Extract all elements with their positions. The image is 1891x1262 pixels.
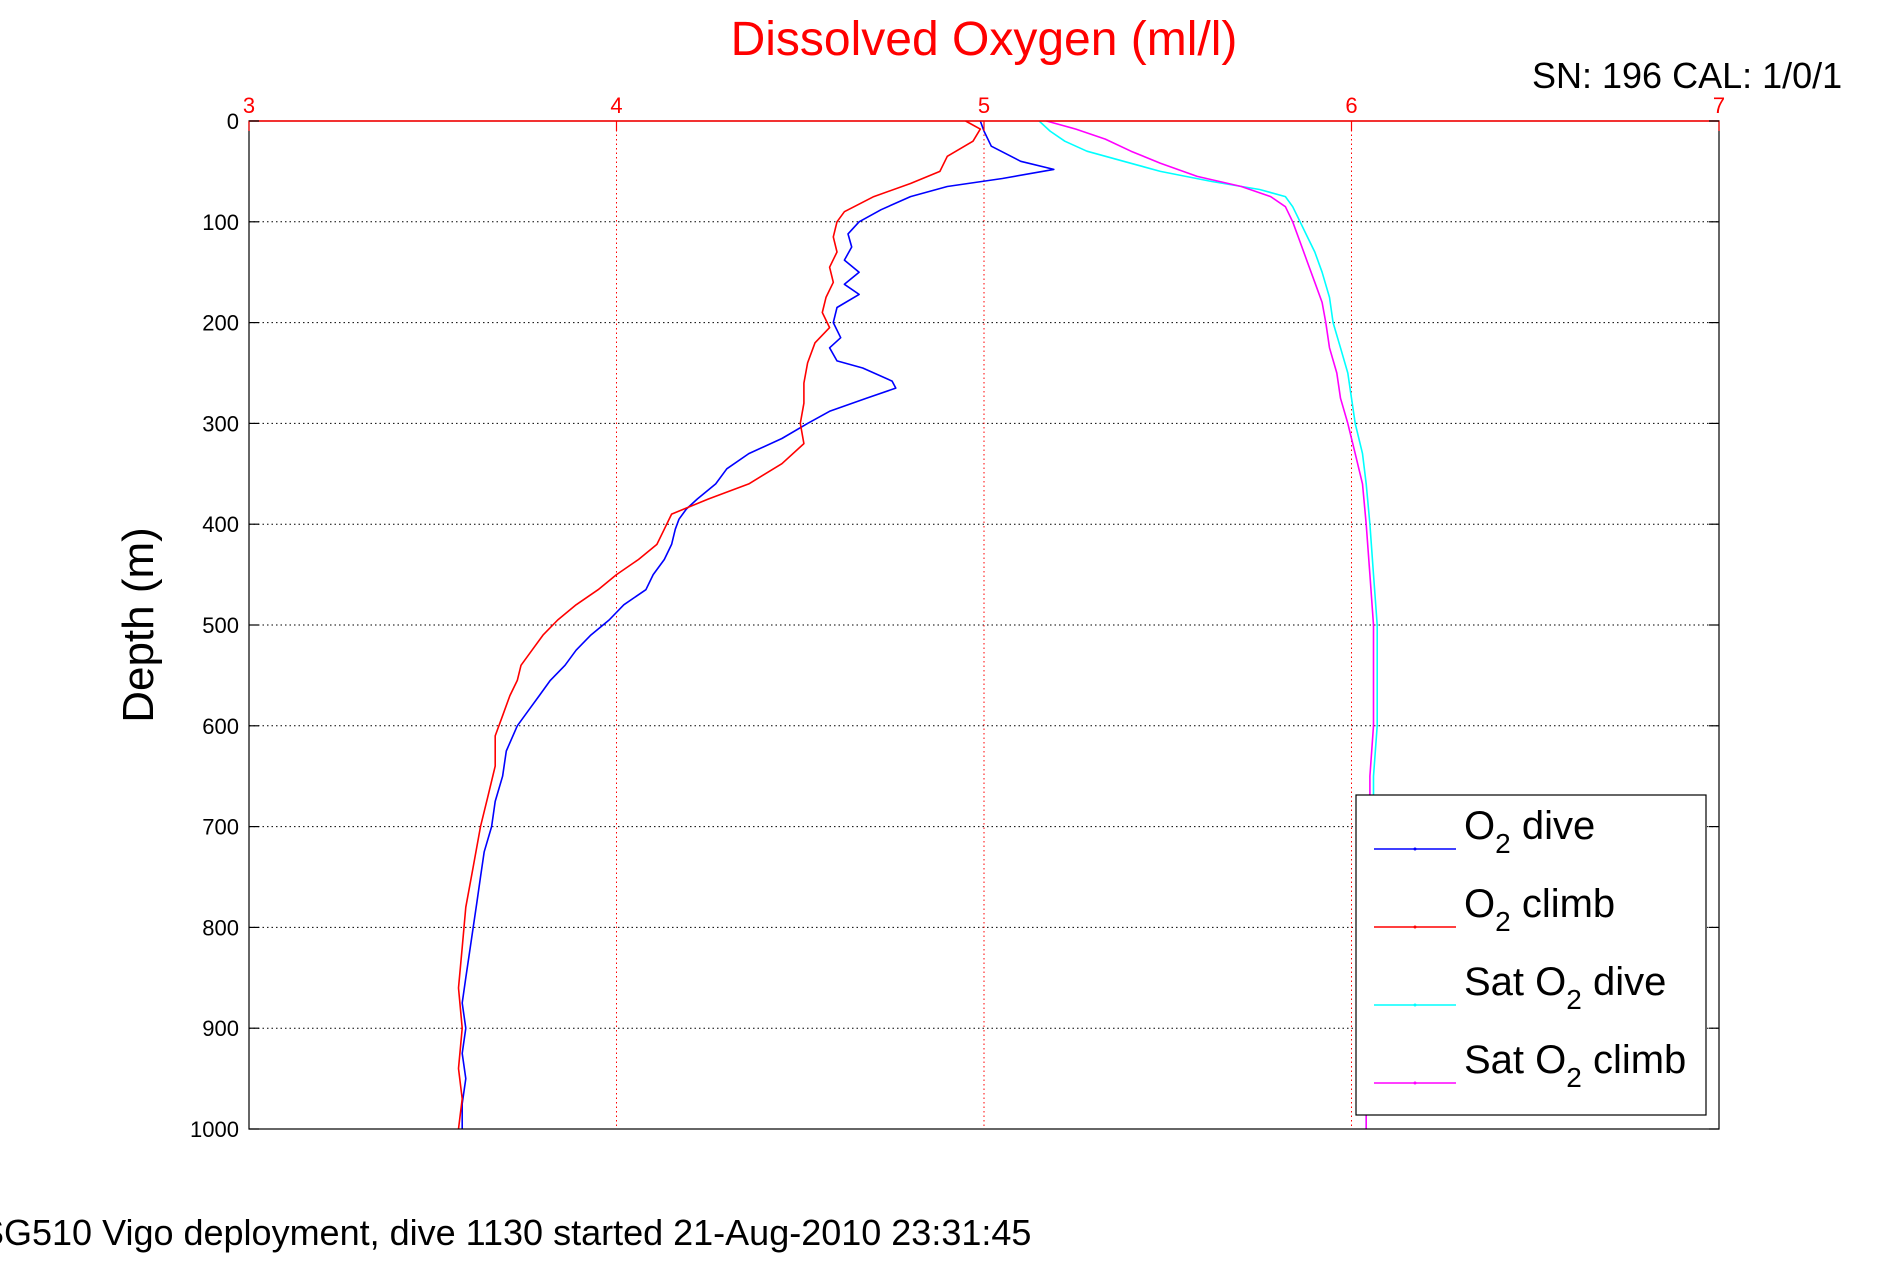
x-tick-label: 6	[1345, 93, 1357, 118]
legend-entry-label: O2 climb	[1464, 882, 1615, 937]
x-tick-label: 7	[1713, 93, 1725, 118]
y-tick-label: 500	[202, 613, 239, 638]
series-line-o2-dive	[461, 120, 1055, 1129]
y-tick-label: 1000	[190, 1117, 239, 1142]
legend-marker	[1413, 1003, 1417, 1007]
y-tick-label: 900	[202, 1016, 239, 1041]
legend-marker	[1413, 847, 1417, 851]
legend: O2 dive O2 climb Sat O2 dive Sat O2 climb	[1355, 794, 1707, 1116]
x-tick-label: 3	[243, 93, 255, 118]
y-tick-label: 800	[202, 915, 239, 940]
y-tick-label: 400	[202, 512, 239, 537]
legend-entry-label: Sat O2 climb	[1464, 1038, 1686, 1093]
legend-entry-label: O2 dive	[1464, 804, 1595, 859]
legend-marker	[1413, 1081, 1417, 1085]
legend-entry-label: Sat O2 dive	[1464, 960, 1666, 1015]
serial-calibration-label: SN: 196 CAL: 1/0/1	[1532, 55, 1842, 96]
series-line-o2-climb	[457, 120, 982, 1130]
legend-marker	[1413, 925, 1417, 929]
y-tick-label: 700	[202, 815, 239, 840]
y-tick-label: 600	[202, 714, 239, 739]
dive-caption: SG510 Vigo deployment, dive 1130 started…	[0, 1212, 1031, 1253]
y-tick-label: 100	[202, 210, 239, 235]
y-tick-label: 0	[227, 109, 239, 134]
y-tick-label: 300	[202, 411, 239, 436]
x-tick-label: 4	[610, 93, 622, 118]
chart-title: Dissolved Oxygen (ml/l)	[731, 13, 1238, 66]
y-axis-label: Depth (m)	[114, 527, 163, 723]
y-axis: 0 100 200 300 400 500 600 700 800 900 1000	[190, 109, 1719, 1142]
x-tick-label: 5	[978, 93, 990, 118]
y-tick-label: 200	[202, 311, 239, 336]
x-axis: 3 4 5 6 7	[243, 93, 1725, 131]
